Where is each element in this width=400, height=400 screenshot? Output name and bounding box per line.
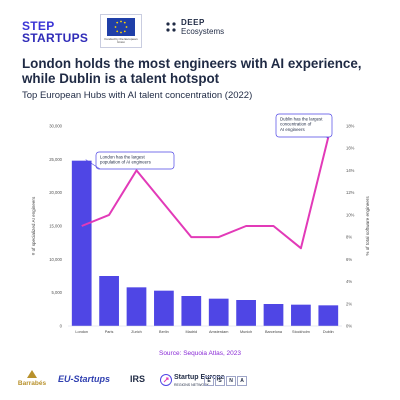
x-tick-label: Berlin [159,330,169,334]
y-left-tick-label: 30,000 [49,124,62,129]
eu-funding-logo: Funded by the European Union [100,14,142,48]
y-right-tick-label: 6% [346,257,352,262]
esna-letter: N [226,376,236,386]
y-right-axis-title: % of total software engineers [365,196,370,256]
subhead: Top European Hubs with AI talent concent… [22,90,253,101]
bar [263,304,284,326]
startup-europe-title: Startup Europe [174,374,225,381]
x-tick-label: Dublin [323,330,334,334]
x-tick-label: Munich [240,330,252,334]
step-startups-logo: STEP STARTUPS [22,20,92,46]
eu-flag-icon [107,18,135,36]
y-left-tick-label: 15,000 [49,224,62,229]
y-right-tick-label: 2% [346,301,352,306]
rocket-icon [160,374,172,386]
annotation-london-text-line: population of AI engineers [100,160,152,165]
x-tick-label: Amsterdam [209,330,228,334]
deep-ecosystems-mark-icon [166,22,176,32]
x-tick-label: Barcelona [265,330,283,334]
bar [126,287,147,326]
bar [99,276,119,326]
barrabes-logo-text: Barrabés [17,380,47,387]
barrabes-logo: Barrabés [12,370,52,392]
eu-startups-logo: EU-Startups [58,374,111,384]
concentration-line [81,136,330,250]
y-right-tick-label: 14% [346,168,355,173]
annotation-london-text-line: London has the largest [100,155,145,160]
bar [181,296,202,326]
deep-logo-line2: Ecosystems [181,27,225,36]
partner-logos: Barrabés EU-Startups IRS Startup Europe … [0,362,400,398]
annotation-dublin-text-line: concentration of [280,122,312,127]
step-logo-line2: STARTUPS [22,31,89,45]
y-left-tick-label: 0 [60,324,63,329]
esna-letter: E [204,376,214,386]
deep-logo-line1: DEEP [181,18,205,27]
y-left-axis-title: # of specialized AI engineers [31,196,36,255]
y-right-tick-label: 12% [346,190,355,195]
bar [71,160,92,326]
x-tick-label: Zurich [131,330,142,334]
esna-letter: S [215,376,225,386]
annotation-dublin-box [275,113,333,138]
y-right-tick-label: 18% [346,124,355,129]
eu-logo-caption: Funded by the European Union [104,37,138,44]
bar [318,305,339,326]
source-note: Source: Sequoia Atlas, 2023 [158,350,242,357]
annotation-dublin-leader [325,136,329,139]
startup-europe-subtitle: REGIONS NETWORK [174,383,210,387]
y-left-tick-label: 10,000 [49,257,62,262]
annotation-london-box [95,151,175,170]
y-right-tick-label: 8% [346,235,352,240]
annotation-dublin-text-line: AI engineers [280,127,305,132]
x-tick-label: Madrid [185,330,197,334]
deep-ecosystems-logo: DEEP Ecosystems [165,18,245,44]
esna-letter: A [237,376,247,386]
irs-logo: IRS [130,374,146,384]
x-tick-label: London [75,330,88,334]
annotation-london-leader [85,159,101,170]
deep-logo-text: DEEP Ecosystems [181,18,224,36]
logo-row: STEP STARTUPS Funded by the European Uni… [0,0,400,52]
barrabes-mark-icon [27,370,37,378]
y-right-tick-label: 0% [346,324,352,329]
startup-europe-regions-logo: Startup Europe REGIONS NETWORK [160,370,240,395]
bar [291,304,311,326]
y-right-tick-label: 4% [346,279,352,284]
bar [236,300,256,326]
annotation-dublin-text-line: Dublin has the largest [280,117,323,122]
y-left-tick-label: 20,000 [49,190,62,195]
y-right-tick-label: 10% [346,212,355,217]
x-tick-label: Paris [105,330,114,334]
y-left-tick-label: 5,000 [52,290,63,295]
y-left-tick-label: 25,000 [49,157,62,162]
bar [208,298,229,326]
chart: 0 5,000 10,000 15,000 20,000 25,000 30,000 0% 2%… [31,113,370,334]
y-right-tick-label: 16% [346,146,355,151]
x-tick-label: Stockholm [292,330,310,334]
bar [154,290,174,326]
step-logo-line1: STEP [22,19,55,33]
headline: London holds the most engineers with AI … [22,56,362,86]
